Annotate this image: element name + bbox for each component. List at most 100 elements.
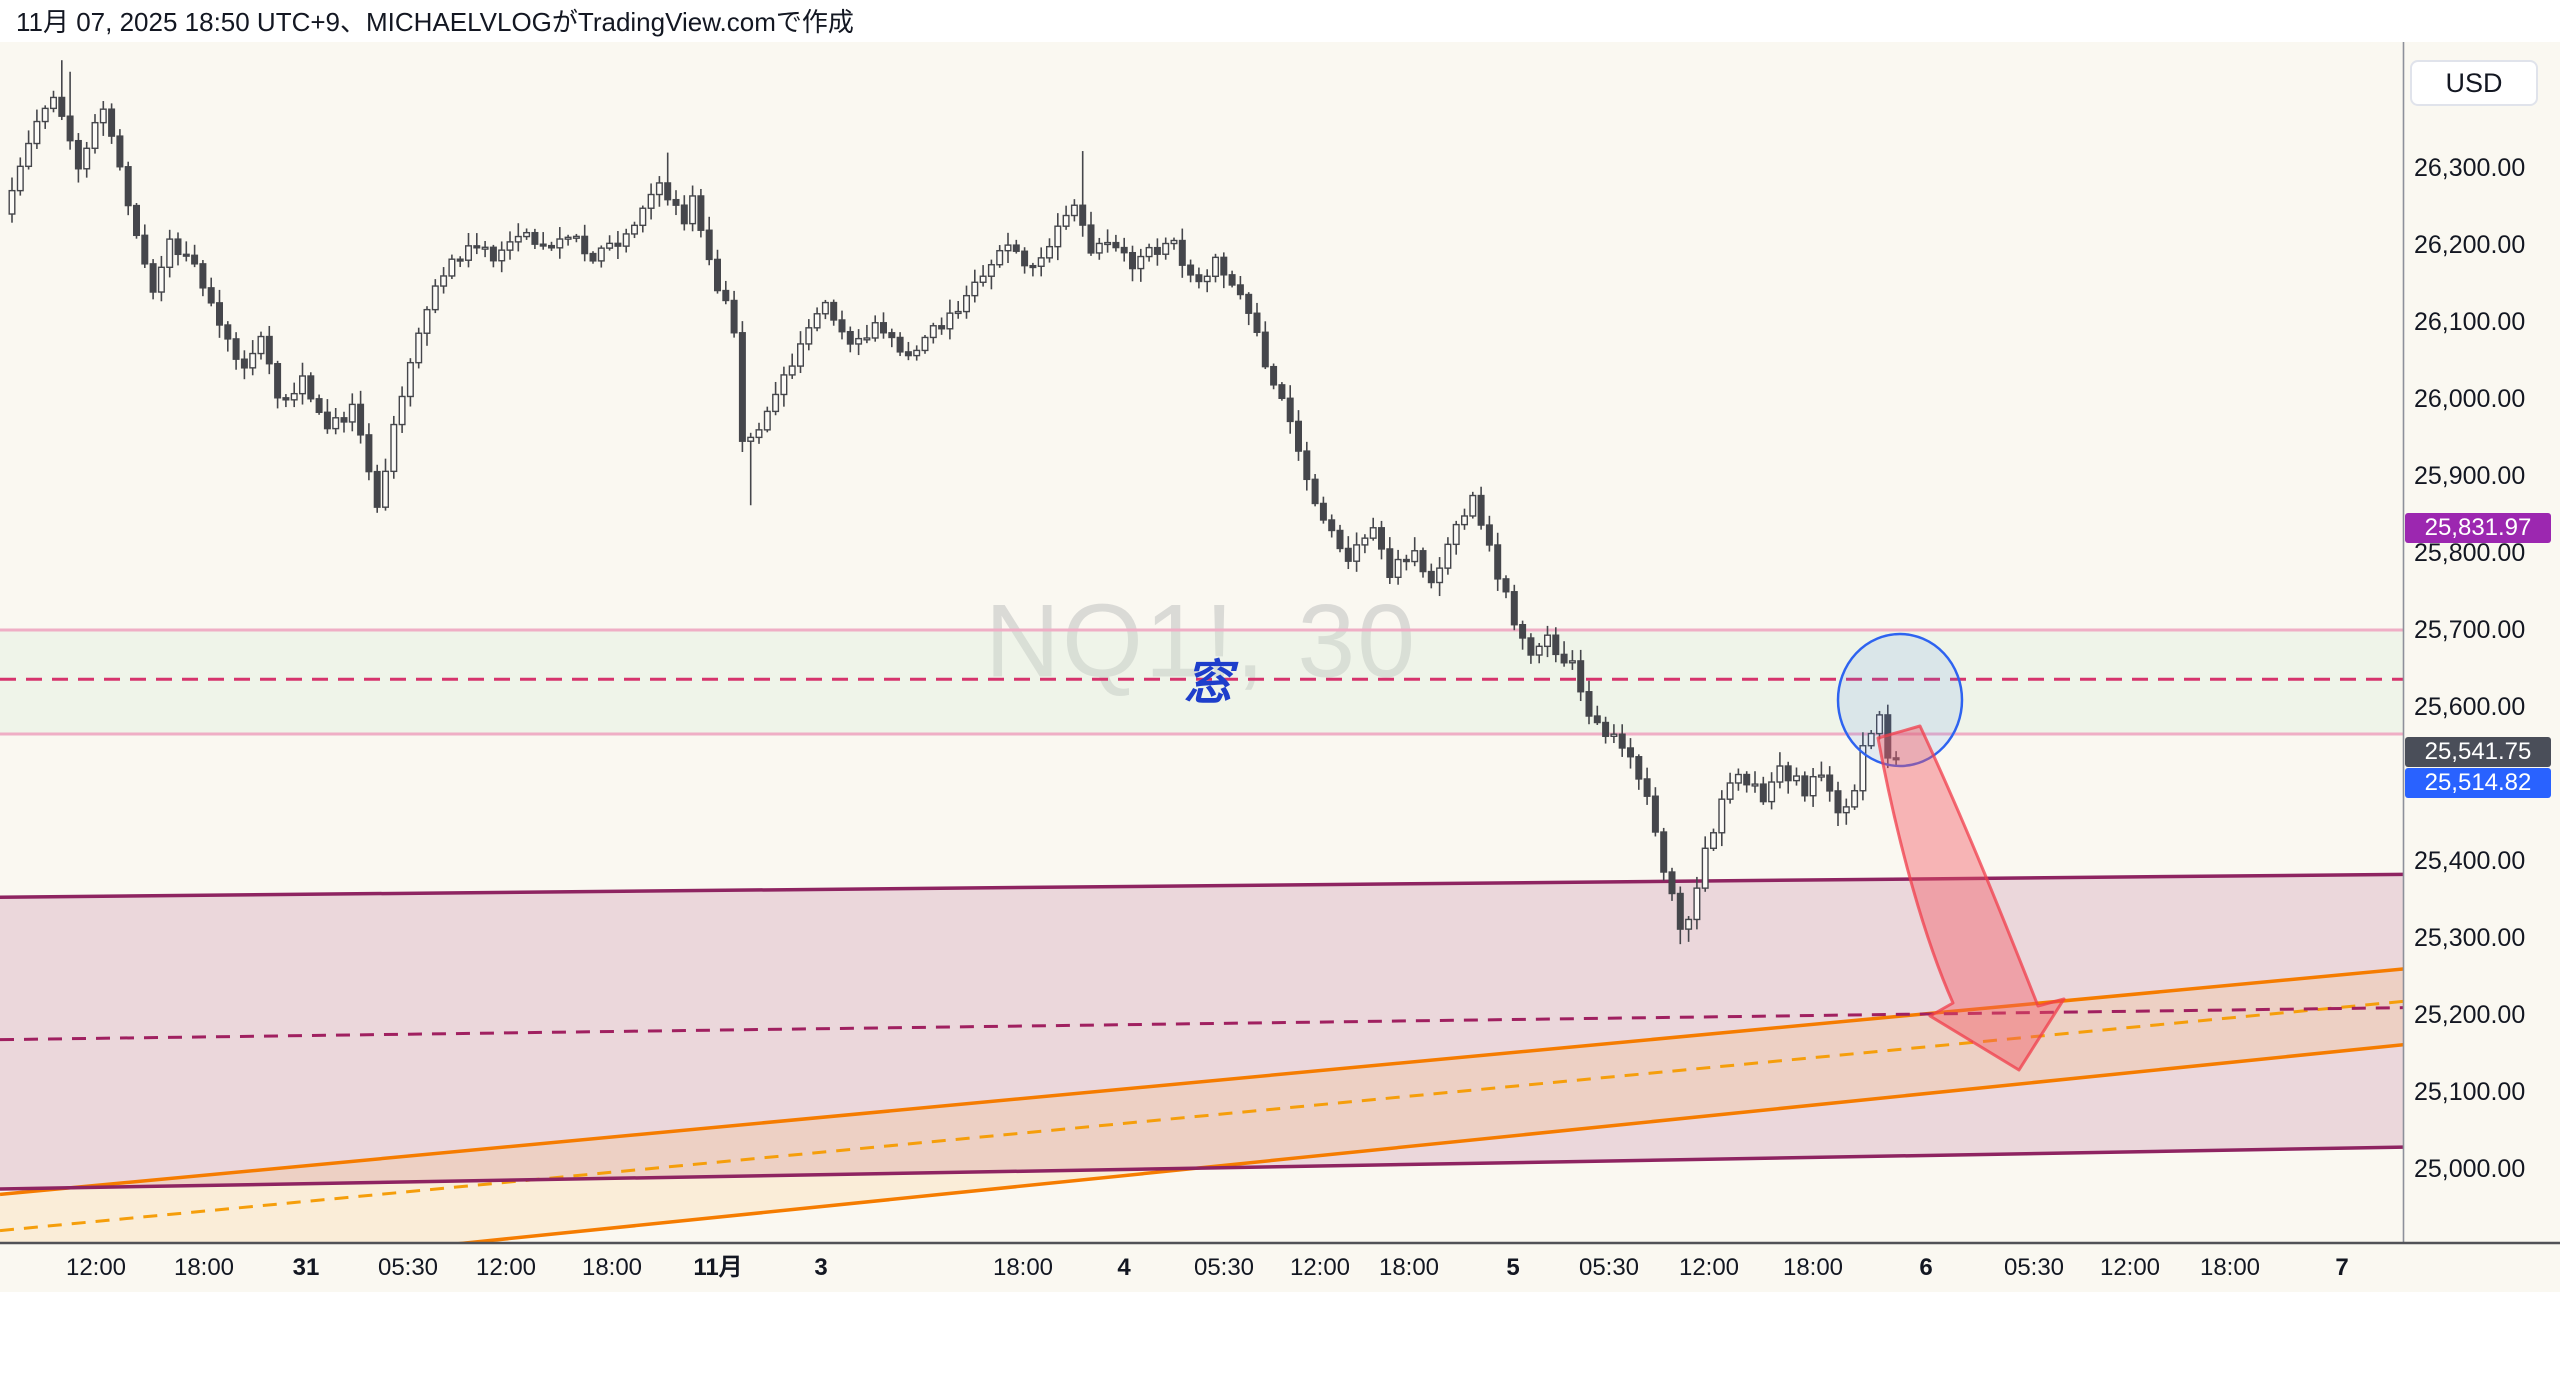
candle-up — [954, 310, 962, 315]
candle-down — [1029, 264, 1037, 269]
candle-up — [1054, 225, 1062, 248]
candle-up — [1851, 790, 1859, 808]
candle-up — [1203, 275, 1211, 283]
candle-up — [1211, 256, 1219, 277]
candle-up — [655, 182, 663, 196]
candle-down — [1826, 774, 1834, 792]
candle-down — [697, 195, 705, 231]
candle-up — [805, 327, 813, 345]
candle-up — [1062, 214, 1070, 227]
candle-up — [1842, 806, 1850, 814]
time-axis-label: 3 — [814, 1254, 828, 1281]
candle-up — [1353, 544, 1361, 562]
candle-up — [564, 236, 572, 240]
candle-down — [1112, 241, 1120, 249]
time-axis-label: 05:30 — [2003, 1254, 2065, 1281]
candle-down — [1759, 783, 1767, 803]
candle-down — [880, 322, 888, 334]
candle-down — [1834, 790, 1842, 814]
candle-up — [1701, 847, 1709, 889]
candle-down — [730, 299, 738, 334]
candle-down — [1892, 757, 1900, 761]
price-axis-label: 25,800.00 — [2414, 539, 2526, 567]
candle-down — [1477, 494, 1485, 526]
price-axis-label: 25,000.00 — [2414, 1155, 2526, 1183]
candle-up — [647, 193, 655, 209]
candle-down — [1245, 293, 1253, 314]
candle-down — [74, 139, 82, 170]
candle-down — [1236, 284, 1244, 296]
candle-down — [66, 115, 74, 142]
time-axis-label: 18:00 — [2199, 1254, 2261, 1281]
drawings[interactable] — [1836, 632, 2066, 1072]
candle-down — [232, 338, 240, 360]
candle-up — [1718, 798, 1726, 834]
channel-fills — [0, 630, 2403, 1243]
purple-channel-mid-dashed[interactable] — [0, 1006, 2430, 1042]
gap-annotation-text[interactable]: 窓 — [1183, 657, 1233, 710]
candle-up — [440, 275, 448, 287]
candle-up — [821, 301, 829, 315]
candle-up — [249, 352, 257, 369]
candle-down — [1485, 524, 1493, 546]
candle-up — [50, 96, 58, 110]
time-axis-label: 4 — [1117, 1254, 1131, 1281]
candle-up — [1543, 634, 1551, 648]
candle-down — [1344, 547, 1352, 562]
candle-up — [1535, 645, 1543, 656]
candle-up — [1685, 918, 1693, 930]
highlight-circle[interactable] — [1836, 632, 1964, 768]
candle-down — [1261, 331, 1269, 368]
candle-down — [1153, 246, 1161, 255]
title-bar: 11月 07, 2025 18:50 UTC+9、MICHAELVLOGがTra… — [0, 0, 2560, 42]
trend-lines[interactable] — [0, 628, 2430, 1291]
candle-up — [871, 322, 879, 339]
candle-down — [1618, 733, 1626, 749]
candle-up — [1045, 245, 1053, 259]
price-axis-label: 25,600.00 — [2414, 693, 2526, 721]
candle-down — [1021, 250, 1029, 267]
candle-down — [1676, 892, 1684, 930]
candle-up — [506, 241, 514, 251]
candle-down — [1402, 558, 1410, 563]
axis-frame — [0, 42, 2560, 1245]
candle-down — [1087, 224, 1095, 254]
time-axis-label: 18:00 — [1378, 1254, 1440, 1281]
candle-up — [979, 275, 987, 283]
time-axis-label: 05:30 — [377, 1254, 439, 1281]
candle-down — [132, 204, 140, 237]
time-axis-label: 12:00 — [475, 1254, 537, 1281]
candle-up — [1037, 257, 1045, 267]
candle-up — [1776, 765, 1784, 783]
candle-up — [257, 335, 265, 355]
price-badge: 25,514.82 — [2405, 768, 2551, 798]
gap-zone-band — [0, 630, 2403, 734]
candle-down — [282, 397, 290, 401]
time-axis-label: 12:00 — [1289, 1254, 1351, 1281]
candle-down — [838, 319, 846, 333]
purple-channel-top[interactable] — [0, 872, 2430, 899]
candle-up — [1610, 733, 1618, 738]
time-axis-label: 18:00 — [1782, 1254, 1844, 1281]
candle-down — [531, 231, 539, 245]
candle-down — [705, 229, 713, 261]
candle-up — [1734, 773, 1742, 784]
candle-down — [215, 302, 223, 326]
purple-channel-bottom[interactable] — [0, 1145, 2430, 1191]
price-axis-label: 26,100.00 — [2414, 308, 2526, 336]
candle-up — [1709, 832, 1717, 849]
candle-down — [896, 336, 904, 353]
currency-usd-button[interactable]: USD — [2410, 60, 2538, 106]
price-axis-label: 25,700.00 — [2414, 616, 2526, 644]
orange-upper[interactable] — [0, 966, 2430, 1197]
candle-down — [1386, 548, 1394, 578]
candle-up — [99, 108, 107, 124]
candle-up — [996, 249, 1004, 266]
candle-up — [1809, 775, 1817, 797]
candle-down — [1502, 578, 1510, 593]
candle-down — [1377, 527, 1385, 550]
price-badge: 25,541.75 — [2405, 737, 2551, 767]
down-arrow-drawing[interactable] — [1876, 724, 2066, 1072]
candle-down — [456, 258, 464, 262]
